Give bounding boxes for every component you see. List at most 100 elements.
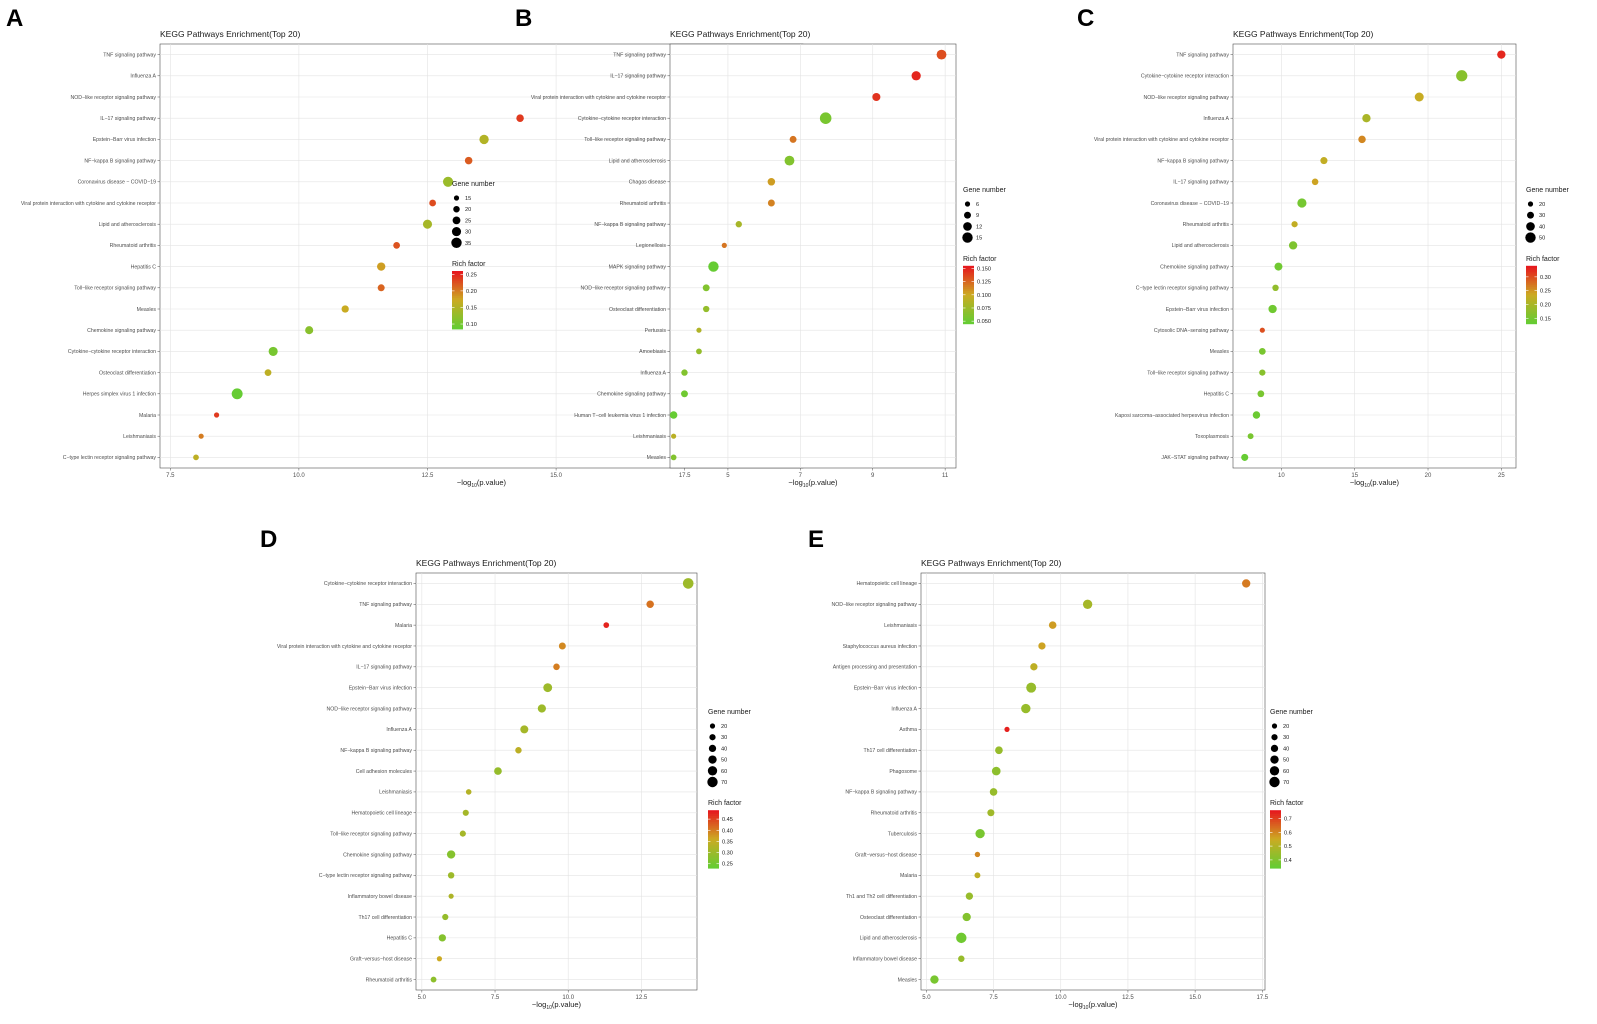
color-legend: Rich factor 0.050 0.075 0.100 0.125 0.150 [963, 256, 997, 325]
x-axis-label-suffix: (p.value) [1088, 1000, 1118, 1009]
color-bar-segment [1270, 852, 1281, 856]
x-tick-labels: 7.5 10.0 12.5 15.0 17.5 [166, 468, 691, 479]
pathway-label: NOD−like receptor signaling pathway [71, 95, 157, 101]
data-point [702, 284, 710, 292]
pathway-label: C−type lectin receptor signaling pathway [1136, 286, 1230, 292]
data-point [436, 956, 443, 962]
size-legend-dot [1525, 232, 1536, 243]
size-legend-label: 70 [721, 780, 727, 786]
pathway-label: Lipid and atherosclerosis [99, 222, 157, 228]
pathway-label: Measles [898, 977, 918, 983]
chart-title: KEGG Pathways Enrichment(Top 20) [1233, 29, 1373, 39]
color-bar-segment [963, 310, 974, 313]
size-legend-title: Gene number [452, 181, 495, 188]
data-point [735, 221, 742, 228]
color-bar-segment [1270, 839, 1281, 842]
x-axis-label-sub: 10 [803, 483, 809, 489]
pathway-label: IL−17 signaling pathway [100, 116, 156, 122]
data-point [956, 932, 967, 944]
color-bar-segment [1270, 846, 1281, 850]
pathway-label: Coronavirus disease − COVID−19 [1151, 201, 1230, 207]
data-point [681, 390, 688, 398]
pathway-label: Epstein−Barr virus infection [349, 685, 412, 691]
color-bar-segment [708, 827, 719, 830]
pathway-label: Leishmaniasis [379, 790, 412, 796]
pathway-label: IL−17 signaling pathway [610, 74, 666, 80]
color-bar-segment [963, 312, 974, 315]
x-tick-label: 25 [1498, 473, 1505, 479]
color-bar-segment [963, 281, 974, 284]
y-gridlines [160, 54, 803, 458]
color-bar-segment [708, 858, 719, 861]
color-legend: Rich factor 0.4 0.5 0.6 0.7 [1270, 800, 1304, 869]
color-bar-segment [452, 325, 463, 328]
size-legend-dot [964, 211, 971, 219]
data-point [422, 219, 433, 229]
size-legend-label: 20 [721, 724, 727, 730]
data-point [1362, 114, 1371, 123]
pathway-label: Measles [1210, 349, 1230, 355]
size-legend-label: 40 [721, 746, 727, 752]
pathway-label: Rheumatoid arthritis [871, 811, 918, 817]
color-legend-label: 0.125 [977, 280, 991, 286]
pathway-label: Antigen processing and presentation [833, 665, 917, 671]
pathway-label: Amoebiasis [639, 349, 666, 355]
data-point [430, 976, 437, 983]
pathway-label: TNF signaling pathway [613, 52, 666, 58]
color-bar-segment [452, 309, 463, 312]
size-legend-label: 60 [1283, 769, 1289, 775]
x-tick-label: 15 [1351, 473, 1358, 479]
pathway-label: Malaria [139, 413, 156, 419]
size-legend-label: 6 [976, 202, 979, 208]
data-point [462, 809, 469, 816]
pathway-label: Influenza A [386, 727, 412, 733]
pathway-label: Cytokine−cytokine receptor interaction [324, 581, 412, 587]
pathway-label: TNF signaling pathway [359, 602, 412, 608]
pathway-label: Cytokine−cytokine receptor interaction [68, 349, 156, 355]
color-bar-segment [1270, 858, 1281, 861]
panel-d: D KEGG Pathways Enrichment(Top 20) Cytokin… [260, 526, 751, 1011]
pathway-label: Graft−versus−host disease [855, 852, 917, 858]
pathway-label: TNF signaling pathway [103, 52, 156, 58]
plot-frame [1232, 43, 1517, 469]
color-bar-segment [452, 317, 463, 320]
x-tick-label: 10 [1278, 473, 1285, 479]
data-point [446, 850, 456, 859]
pathway-label: NF−kappa B signaling pathway [1157, 158, 1229, 164]
color-bar-segment [963, 302, 974, 305]
size-legend-dot [451, 237, 462, 248]
size-legend-label: 60 [721, 769, 727, 775]
size-legend-dot [452, 216, 461, 225]
pathway-label: Measles [647, 455, 667, 461]
color-bar-segment [963, 279, 974, 282]
data-point [1021, 703, 1031, 714]
color-bar-segment [708, 825, 719, 828]
data-point [459, 830, 466, 837]
size-legend-label: 9 [976, 213, 979, 219]
data-points [1241, 50, 1506, 461]
pathway-label: Influenza A [1203, 116, 1229, 122]
pathway-label: Hepatitis C [1204, 392, 1230, 398]
color-bar-segment [1270, 814, 1281, 817]
pathway-label: Toll−like receptor signaling pathway [584, 137, 666, 143]
pathway-label: Th17 cell differentiation [358, 915, 412, 921]
data-point [1257, 390, 1265, 398]
pathway-label: NOD−like receptor signaling pathway [832, 602, 918, 608]
color-bar-segment [963, 319, 974, 323]
data-point [1497, 50, 1506, 59]
x-gridlines [727, 44, 946, 468]
pathway-label: Chagas disease [629, 180, 666, 186]
color-bar-segment [708, 810, 719, 813]
pathway-label: Toll−like receptor signaling pathway [330, 831, 412, 837]
color-bar-segment [452, 276, 463, 280]
color-legend-label: 0.15 [466, 305, 477, 311]
color-bar-segment [963, 296, 974, 300]
size-legend-dot [453, 195, 460, 201]
x-axis-label-prefix: −log [457, 478, 471, 487]
color-bar-segment [452, 300, 463, 303]
size-legend-dot [1527, 211, 1534, 219]
color-legend: Rich factor 0.15 0.20 0.25 0.30 [1526, 256, 1560, 325]
data-point [558, 642, 566, 650]
pathway-label: Human T−cell leukemia virus 1 infection [574, 413, 666, 419]
x-tick-label: 17.5 [679, 473, 691, 479]
